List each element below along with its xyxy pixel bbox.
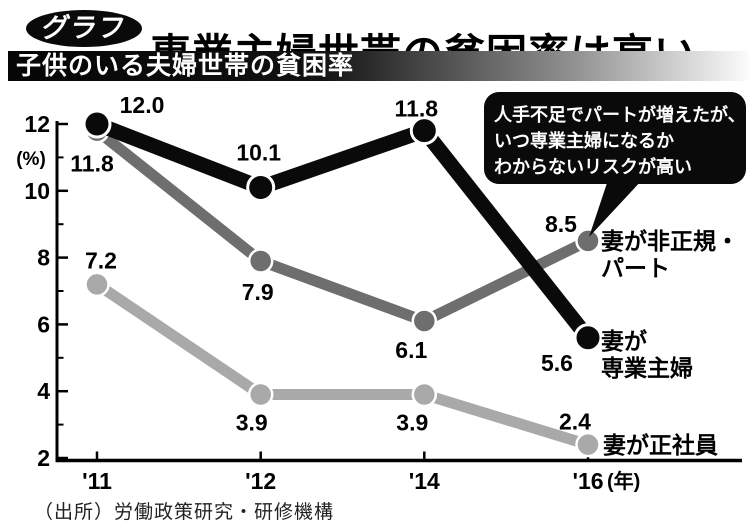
legend-label-fulltime: 妻が正社員 (603, 432, 718, 458)
data-point-fulltime-'12 (247, 381, 274, 408)
data-label-parttime-'11: 11.8 (70, 151, 114, 177)
subtitle-text: 子供のいる夫婦世帯の貧困率 (16, 52, 355, 80)
data-label-fulltime-'14: 3.9 (396, 410, 428, 436)
data-label-housewife-'11: 12.0 (120, 92, 165, 118)
data-point-housewife-'12 (246, 172, 276, 202)
y-axis-tick-label: 8 (37, 245, 50, 271)
data-point-fulltime-'11 (84, 271, 110, 298)
callout-text-line: 人手不足でパートが増えたが、 (494, 104, 746, 125)
graph-badge: グラフ (26, 10, 142, 47)
series-line-housewife (94, 117, 594, 343)
legend-label-housewife: 専業主婦 (601, 355, 693, 381)
data-point-parttime-'12 (247, 248, 274, 274)
subtitle-banner: 子供のいる夫婦世帯の貧困率 (8, 51, 748, 81)
data-label-fulltime-'12: 3.9 (236, 410, 268, 436)
callout-bubble-tail (589, 180, 642, 237)
data-label-housewife-'16: 5.6 (541, 350, 573, 376)
data-label-parttime-'12: 7.9 (242, 279, 274, 305)
data-point-parttime-'14 (411, 308, 438, 334)
y-axis-unit-label: (%) (16, 149, 46, 170)
y-axis-tick-label: 4 (37, 378, 50, 404)
x-axis-tick-label: '12 (245, 468, 276, 494)
data-point-fulltime-'14 (411, 381, 438, 408)
x-axis-tick-label: '16 (572, 468, 603, 494)
series-line-parttime (93, 126, 591, 327)
data-label-fulltime-'11: 7.2 (85, 247, 117, 273)
source-note: （出所）労働政策研究・研修機構 (34, 502, 335, 523)
data-point-parttime-'16 (575, 228, 601, 254)
callout-text-line: わからないリスクが高い (494, 156, 692, 177)
y-axis-tick-label: 10 (24, 178, 50, 204)
x-axis-tick-label: '11 (82, 468, 112, 494)
legend-label-parttime: 妻が非正規・ (601, 228, 739, 254)
x-axis-unit-label: (年) (607, 469, 640, 493)
y-axis-tick-label: 12 (24, 111, 50, 137)
data-point-housewife-'14 (409, 116, 439, 146)
legend-label-parttime: パート (601, 255, 670, 281)
data-point-housewife-'16 (573, 323, 603, 353)
y-axis-tick-label: 2 (37, 445, 50, 471)
data-label-parttime-'14: 6.1 (395, 337, 427, 363)
data-label-fulltime-'16: 2.4 (559, 409, 591, 435)
y-axis-tick-label: 6 (37, 311, 50, 337)
callout-bubble-body (484, 92, 746, 184)
data-label-housewife-'14: 11.8 (395, 96, 439, 122)
x-axis-tick-label: '14 (409, 468, 440, 494)
data-point-fulltime-'16 (575, 431, 601, 458)
data-label-parttime-'16: 8.5 (545, 211, 577, 237)
callout-text-line: いつ専業主婦になるか (494, 130, 674, 151)
series-line-fulltime (93, 279, 590, 450)
data-label-housewife-'12: 10.1 (236, 139, 281, 165)
data-point-housewife-'11 (82, 109, 112, 139)
legend-label-housewife: 妻が (601, 328, 647, 354)
